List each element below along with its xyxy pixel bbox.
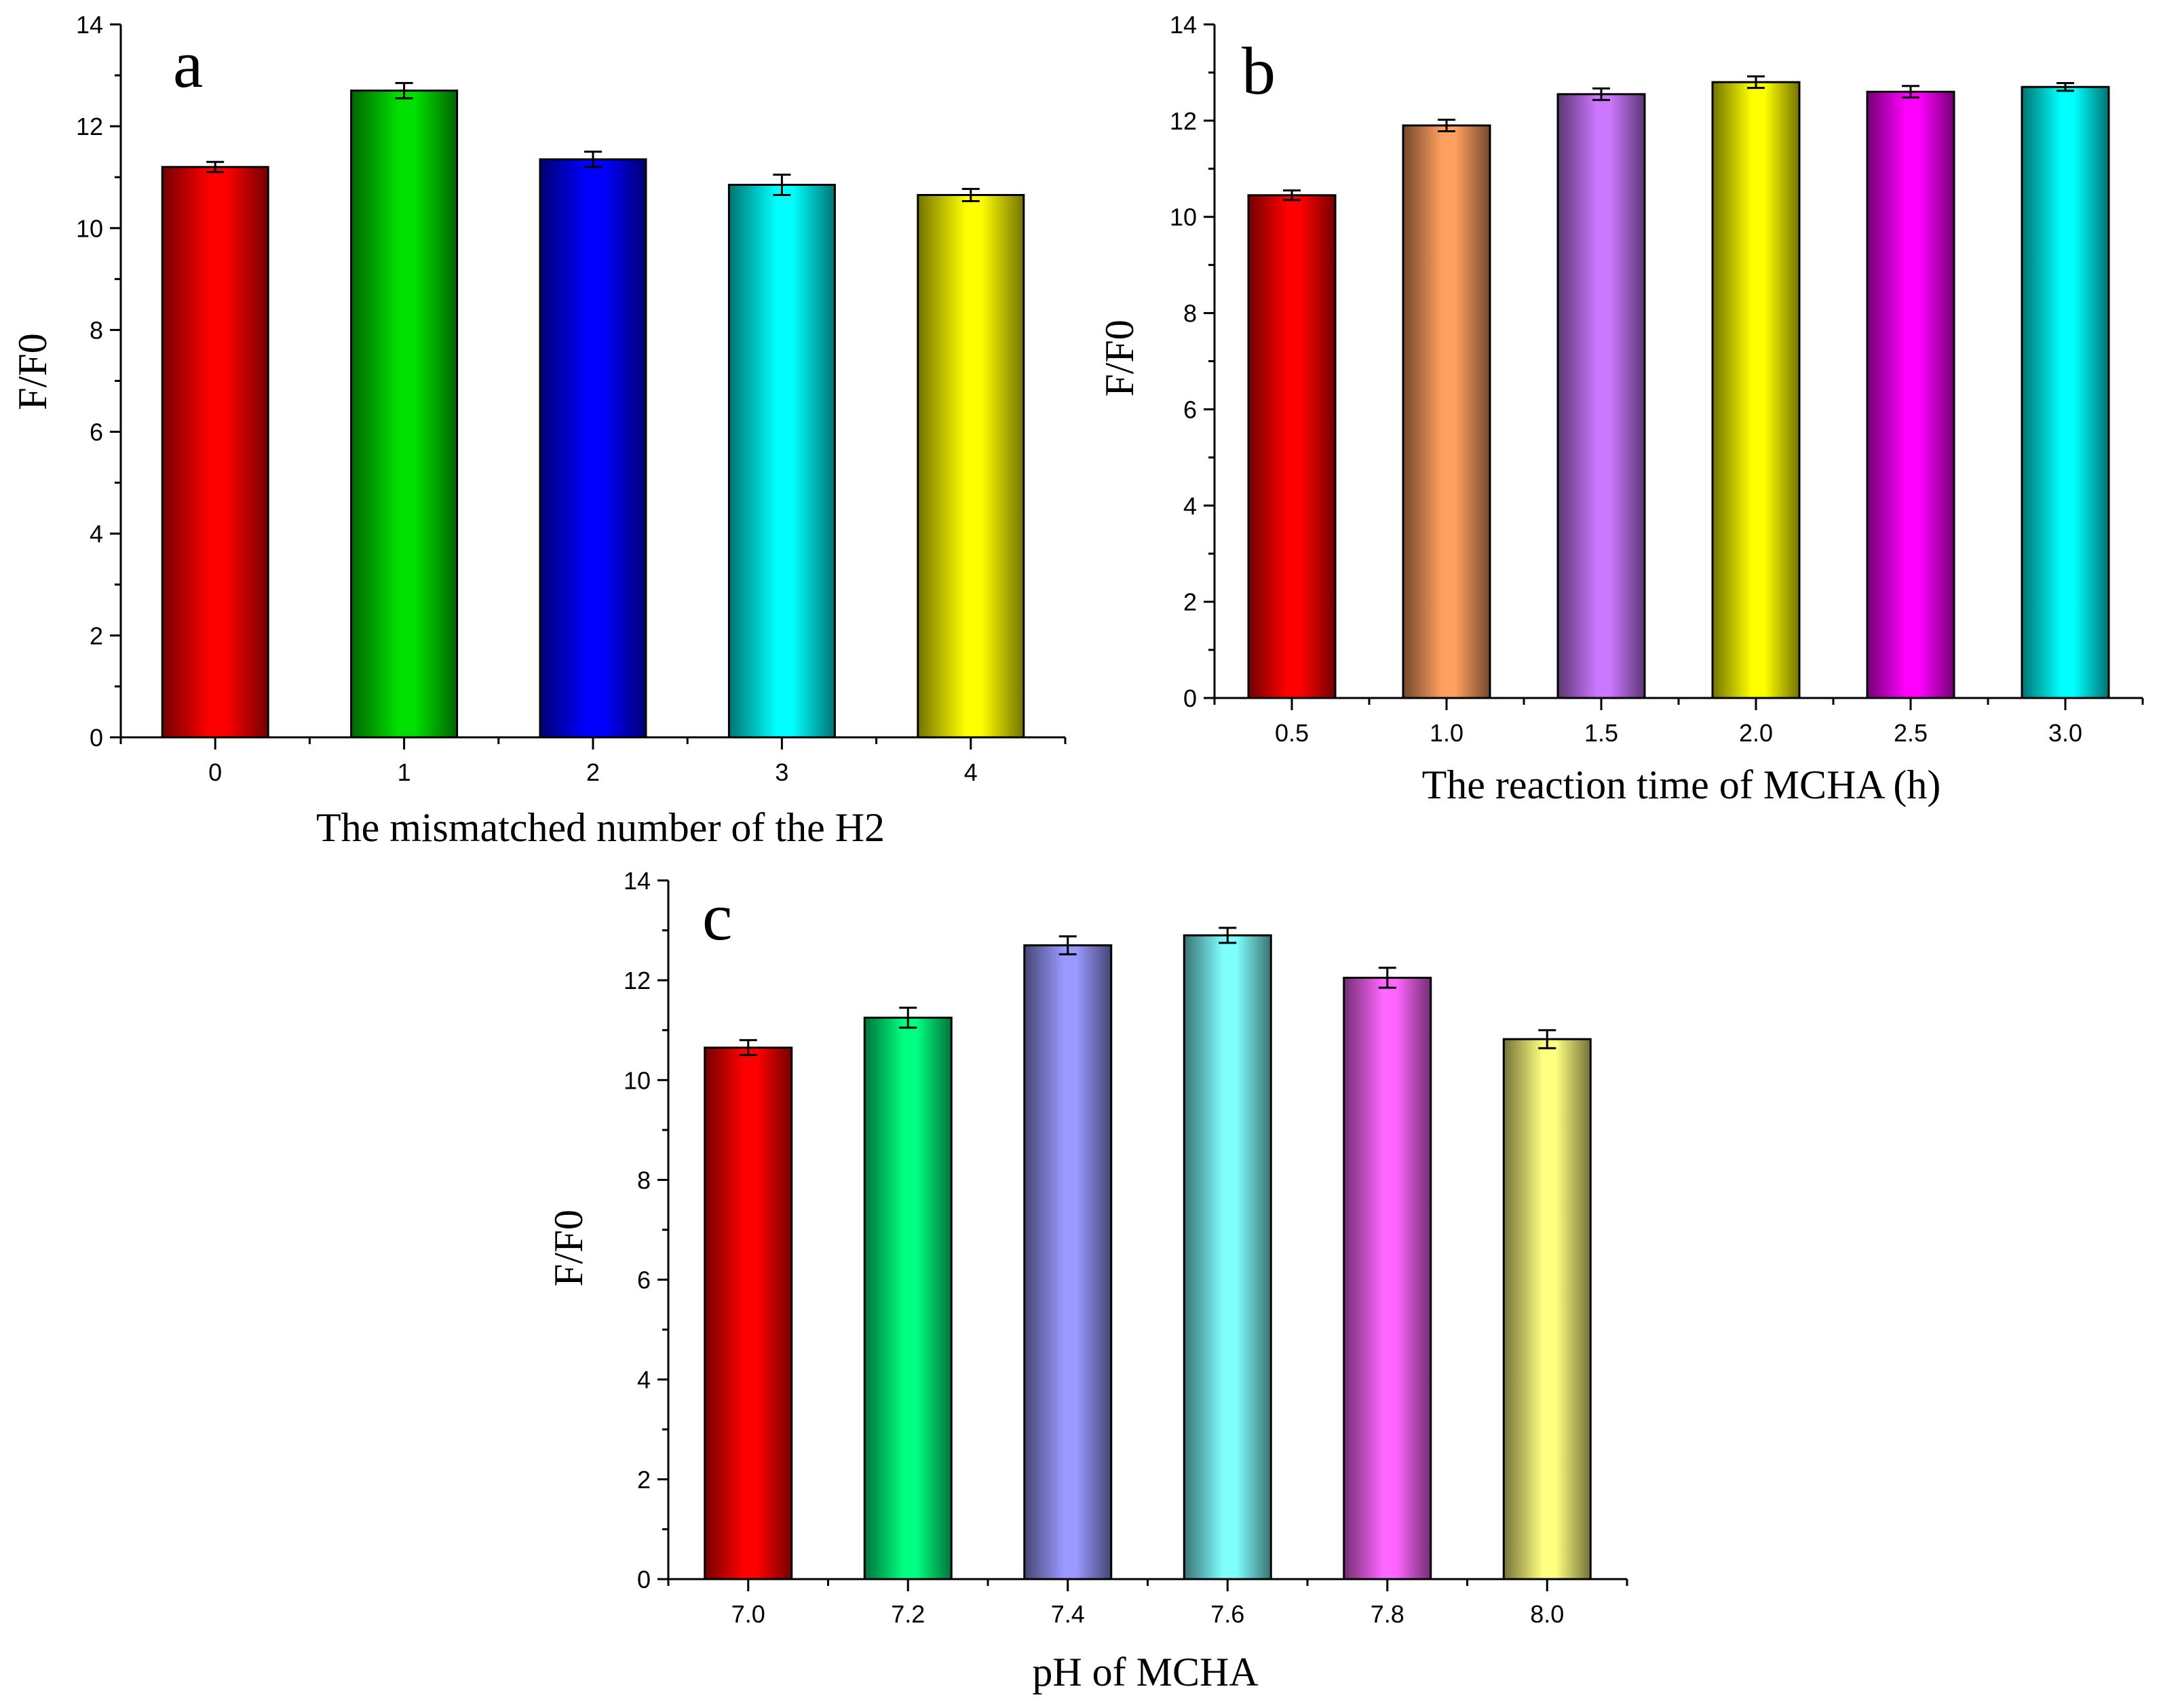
- panel-a-error-bar-3: [773, 173, 791, 196]
- panel-a-x-tick-label: 3: [775, 758, 788, 786]
- panel-a-y-tick-label: 8: [90, 316, 103, 344]
- panel-b-y-tick-label: 10: [1170, 203, 1197, 231]
- panel-a-bar-2: [539, 158, 647, 739]
- panel-a-y-tick-label: 12: [76, 113, 103, 140]
- panel-c-y-tick-label: 12: [624, 967, 651, 994]
- panel-c-error-bar-3: [1219, 927, 1237, 944]
- panel-b-y-tick-label: 4: [1183, 492, 1197, 520]
- panel-a-error-bar-2: [584, 151, 602, 168]
- panel-c-y-tick-label: 14: [624, 867, 651, 895]
- panel-b-bar-4: [1866, 90, 1955, 699]
- panel-c-x-tick-label: 8.0: [1530, 1600, 1564, 1628]
- panel-a-x-tick-label: 2: [586, 758, 600, 786]
- panel-a-error-bar-4: [961, 187, 980, 202]
- panel-b-y-axis-title: F/F0: [1097, 319, 1142, 396]
- panel-b-letter: b: [1242, 33, 1276, 109]
- panel-b-error-bar-4: [1902, 85, 1919, 99]
- panel-c-x-axis-title: pH of MCHA: [1032, 1650, 1258, 1694]
- panel-b: b The reaction time of MCHA (h) F/F0 0 2 4…: [1097, 11, 2144, 807]
- panel-a-error-bar-1: [395, 81, 413, 100]
- panel-c: c pH of MCHA F/F0 0 2 4 6 8 10 12 14 7.0 7.2 7.4 7.…: [546, 867, 1628, 1694]
- panel-a-bar-0: [161, 166, 269, 739]
- panel-a: a The mismatched number of the H2 F/F0 0…: [10, 11, 1067, 850]
- panel-b-x-tick-label: 3.0: [2048, 719, 2082, 747]
- panel-b-bar-2: [1556, 93, 1646, 699]
- panel-b-x-tick-label: 2.5: [1894, 719, 1928, 747]
- panel-c-error-bar-5: [1538, 1029, 1556, 1049]
- panel-c-bar-0: [704, 1046, 793, 1580]
- panel-a-letter: a: [173, 26, 203, 102]
- panel-a-bar-1: [350, 90, 459, 739]
- panel-c-y-tick-label: 8: [637, 1166, 651, 1194]
- panel-c-bar-3: [1183, 934, 1272, 1580]
- panel-c-y-axis-title: F/F0: [546, 1209, 591, 1286]
- panel-c-y-tick-label: 10: [624, 1066, 651, 1094]
- panel-b-x-tick-label: 1.0: [1430, 719, 1464, 747]
- panel-b-y-tick-label: 6: [1183, 395, 1197, 423]
- panel-b-error-bar-0: [1283, 189, 1301, 201]
- panel-c-x-tick-label: 7.8: [1371, 1600, 1404, 1628]
- panel-c-x-tick-label: 7.6: [1210, 1600, 1244, 1628]
- panel-c-error-bar-4: [1378, 967, 1396, 989]
- panel-a-y-tick-label: 0: [90, 724, 103, 752]
- panel-c-bar-5: [1502, 1038, 1592, 1580]
- panel-b-bar-5: [2021, 85, 2110, 699]
- panel-c-bar-2: [1023, 944, 1113, 1580]
- panel-a-x-tick-label: 0: [208, 758, 222, 786]
- panel-b-x-tick-label: 1.5: [1584, 719, 1618, 747]
- panel-b-bar-1: [1402, 124, 1491, 699]
- panel-b-y-tick-label: 2: [1183, 588, 1197, 616]
- panel-a-x-tick-label: 1: [398, 758, 411, 786]
- panel-a-x-axis-title: The mismatched number of the H2: [316, 805, 885, 850]
- panel-c-bar-4: [1343, 976, 1432, 1580]
- panel-a-y-tick-label: 6: [90, 419, 103, 446]
- panel-a-bar-4: [917, 193, 1025, 739]
- panel-a-bar-3: [727, 183, 836, 739]
- panel-c-x-tick-label: 7.0: [731, 1600, 765, 1628]
- panel-b-bar-3: [1711, 81, 1801, 699]
- panel-b-y-tick-label: 8: [1183, 300, 1197, 328]
- panel-b-x-axis-title: The reaction time of MCHA (h): [1422, 762, 1941, 807]
- panel-c-y-tick-label: 4: [637, 1366, 651, 1394]
- panel-c-x-tick-label: 7.4: [1051, 1600, 1085, 1628]
- panel-c-bar-1: [863, 1016, 953, 1580]
- panel-c-error-bar-1: [899, 1007, 917, 1029]
- panel-c-y-tick-label: 6: [637, 1266, 651, 1294]
- panel-b-error-bar-1: [1438, 118, 1455, 132]
- panel-b-y-tick-label: 0: [1183, 684, 1197, 712]
- panel-b-error-bar-2: [1592, 87, 1610, 101]
- panel-a-y-tick-label: 2: [90, 622, 103, 650]
- panel-b-error-bar-3: [1747, 75, 1765, 90]
- panel-c-error-bar-2: [1058, 935, 1077, 956]
- panel-b-y-tick-label: 14: [1170, 11, 1197, 39]
- panel-a-error-bar-0: [206, 161, 225, 174]
- panel-b-bar-0: [1247, 194, 1337, 699]
- panel-b-y-tick-label: 12: [1170, 107, 1197, 135]
- panel-a-y-tick-label: 4: [90, 520, 103, 548]
- panel-a-x-tick-label: 4: [964, 758, 978, 786]
- panel-a-y-axis-title: F/F0: [10, 333, 55, 410]
- panel-c-error-bar-0: [739, 1039, 757, 1056]
- panel-c-y-tick-label: 2: [637, 1466, 651, 1494]
- panel-a-y-tick-label: 10: [76, 214, 103, 242]
- panel-c-y-tick-label: 0: [637, 1566, 651, 1593]
- panel-c-letter: c: [702, 879, 732, 954]
- panel-a-y-tick-label: 14: [76, 11, 103, 39]
- panel-b-x-tick-label: 2.0: [1739, 719, 1773, 747]
- panel-b-x-tick-label: 0.5: [1275, 719, 1309, 747]
- panel-c-x-tick-label: 7.2: [891, 1600, 925, 1628]
- panel-b-error-bar-5: [2057, 82, 2074, 92]
